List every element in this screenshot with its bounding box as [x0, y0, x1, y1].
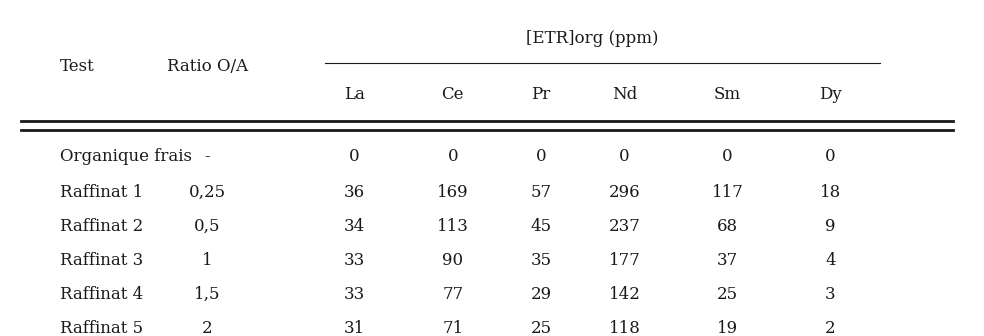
- Text: 296: 296: [609, 184, 641, 201]
- Text: Dy: Dy: [819, 86, 842, 103]
- Text: 29: 29: [530, 286, 552, 303]
- Text: 2: 2: [826, 321, 835, 336]
- Text: -: -: [205, 148, 211, 165]
- Text: Test: Test: [60, 58, 95, 75]
- Text: 33: 33: [344, 252, 365, 269]
- Text: 4: 4: [826, 252, 835, 269]
- Text: 34: 34: [344, 218, 365, 235]
- Text: 2: 2: [202, 321, 213, 336]
- Text: Raffinat 5: Raffinat 5: [60, 321, 144, 336]
- Text: 0: 0: [349, 148, 360, 165]
- Text: Ce: Ce: [442, 86, 464, 103]
- Text: 1: 1: [202, 252, 213, 269]
- Text: Raffinat 2: Raffinat 2: [60, 218, 144, 235]
- Text: [ETR]org (ppm): [ETR]org (ppm): [526, 30, 659, 47]
- Text: 19: 19: [717, 321, 738, 336]
- Text: 237: 237: [608, 218, 641, 235]
- Text: 68: 68: [717, 218, 738, 235]
- Text: 9: 9: [826, 218, 835, 235]
- Text: 142: 142: [608, 286, 641, 303]
- Text: 45: 45: [530, 218, 552, 235]
- Text: 0,5: 0,5: [194, 218, 220, 235]
- Text: 25: 25: [530, 321, 552, 336]
- Text: 35: 35: [530, 252, 552, 269]
- Text: 18: 18: [820, 184, 841, 201]
- Text: Ratio O/A: Ratio O/A: [167, 58, 248, 75]
- Text: 118: 118: [608, 321, 641, 336]
- Text: 0: 0: [619, 148, 630, 165]
- Text: 0: 0: [535, 148, 546, 165]
- Text: 77: 77: [442, 286, 463, 303]
- Text: 57: 57: [530, 184, 552, 201]
- Text: Raffinat 3: Raffinat 3: [60, 252, 144, 269]
- Text: 25: 25: [717, 286, 738, 303]
- Text: 117: 117: [711, 184, 744, 201]
- Text: 113: 113: [437, 218, 468, 235]
- Text: La: La: [344, 86, 365, 103]
- Text: Raffinat 4: Raffinat 4: [60, 286, 144, 303]
- Text: 90: 90: [442, 252, 463, 269]
- Text: 0: 0: [722, 148, 733, 165]
- Text: 31: 31: [344, 321, 365, 336]
- Text: 71: 71: [442, 321, 463, 336]
- Text: Organique frais: Organique frais: [60, 148, 192, 165]
- Text: 3: 3: [826, 286, 835, 303]
- Text: Sm: Sm: [714, 86, 741, 103]
- Text: Raffinat 1: Raffinat 1: [60, 184, 144, 201]
- Text: 169: 169: [437, 184, 468, 201]
- Text: 0: 0: [448, 148, 459, 165]
- Text: 33: 33: [344, 286, 365, 303]
- Text: Pr: Pr: [531, 86, 551, 103]
- Text: 37: 37: [717, 252, 738, 269]
- Text: Nd: Nd: [612, 86, 637, 103]
- Text: 36: 36: [344, 184, 365, 201]
- Text: 0,25: 0,25: [189, 184, 226, 201]
- Text: 1,5: 1,5: [194, 286, 220, 303]
- Text: 0: 0: [826, 148, 835, 165]
- Text: 177: 177: [608, 252, 641, 269]
